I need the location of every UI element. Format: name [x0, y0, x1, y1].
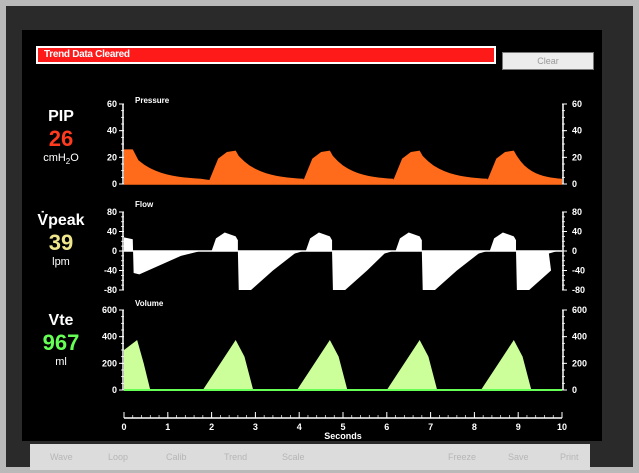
volume-title: Volume — [135, 299, 164, 308]
time-tick-label: 3 — [253, 422, 258, 432]
alarm-banner: Trend Data Cleared — [36, 46, 496, 64]
softkey-calib[interactable]: Calib — [166, 452, 187, 462]
pip-unit-main: cmH — [43, 152, 66, 164]
pressure-waveform — [124, 149, 562, 184]
softkey-bar — [30, 444, 590, 470]
time-tick-label: 8 — [472, 422, 477, 432]
pip-unit: cmH2O — [26, 152, 96, 166]
flow-left-tick-label: 80 — [107, 207, 117, 217]
flow-left-tick-label: -80 — [104, 285, 117, 295]
volume-right-tick-label: 200 — [572, 358, 587, 368]
time-tick-label: 6 — [384, 422, 389, 432]
flow-right-tick-label: 40 — [572, 227, 582, 237]
softkey-freeze[interactable]: Freeze — [448, 452, 477, 462]
volume-left-tick-label: 400 — [102, 332, 117, 342]
vte-unit: ml — [55, 356, 67, 368]
flow-right-tick-label: -80 — [572, 285, 585, 295]
volume-left-tick-label: 600 — [102, 305, 117, 315]
time-tick-label: 9 — [516, 422, 521, 432]
flow-left-tick-label: 40 — [107, 227, 117, 237]
softkey-loop[interactable]: Loop — [108, 452, 129, 462]
softkey-scale[interactable]: Scale — [282, 452, 305, 462]
vpeak-unit: lpm — [52, 256, 70, 268]
vte-readout: Vte 967 ml — [26, 312, 96, 368]
pressure-right-tick-label: 40 — [572, 126, 582, 136]
volume-waveform — [480, 340, 532, 390]
flow-title: Flow — [135, 200, 154, 209]
softkey-trend[interactable]: Trend — [224, 452, 248, 462]
flow-waveform-inhale — [395, 232, 422, 251]
time-tick-label: 0 — [121, 422, 126, 432]
pressure-title: Pressure — [135, 96, 170, 105]
time-tick-label: 2 — [209, 422, 214, 432]
vpeak-label: V̇peak — [37, 212, 85, 229]
pressure-right-tick-label: 20 — [572, 152, 582, 162]
pressure-right-tick-label: 60 — [572, 99, 582, 109]
flow-waveform-exhale — [516, 251, 558, 290]
time-axis-label: Seconds — [324, 431, 362, 441]
pressure-right-tick-label: 0 — [572, 179, 577, 189]
flow-waveform-inhale — [489, 232, 517, 251]
volume-waveform — [297, 340, 348, 390]
time-tick-label: 1 — [165, 422, 170, 432]
flow-right-tick-label: 80 — [572, 207, 582, 217]
volume-right-tick-label: 600 — [572, 305, 587, 315]
flow-waveform-inhale — [211, 232, 238, 251]
pressure-left-tick-label: 40 — [107, 126, 117, 136]
vte-label: Vte — [48, 312, 74, 329]
time-tick-label: 7 — [428, 422, 433, 432]
volume-waveform — [202, 340, 254, 390]
vpeak-value: 39 — [48, 230, 74, 255]
time-tick-label: 4 — [297, 422, 302, 432]
flow-left-tick-label: -40 — [104, 266, 117, 276]
flow-left-tick-label: 0 — [112, 246, 117, 256]
vte-value: 967 — [42, 330, 80, 355]
vpeak-readout: V̇peak 39 lpm — [26, 212, 96, 268]
volume-left-tick-label: 200 — [102, 358, 117, 368]
volume-waveform — [124, 340, 151, 390]
flow-waveform-exhale — [421, 251, 488, 290]
softkey-print[interactable]: Print — [560, 452, 579, 462]
pip-readout: PIP 26 cmH2O — [26, 108, 96, 166]
pressure-left-tick-label: 20 — [107, 152, 117, 162]
flow-right-tick-label: 0 — [572, 246, 577, 256]
pressure-left-tick-label: 60 — [107, 99, 117, 109]
pip-value: 26 — [48, 126, 74, 151]
pip-label: PIP — [48, 108, 74, 125]
flow-waveform-exhale — [332, 251, 394, 290]
volume-left-tick-label: 0 — [112, 385, 117, 395]
softkey-wave[interactable]: Wave — [50, 452, 73, 462]
pip-unit-tail: O — [70, 152, 79, 164]
volume-waveform — [386, 340, 438, 390]
flow-waveform-exhale — [124, 237, 201, 275]
pip-unit-sub: 2 — [65, 157, 71, 167]
volume-right-tick-label: 400 — [572, 332, 587, 342]
time-tick-label: 5 — [340, 422, 345, 432]
flow-waveform-inhale — [305, 232, 333, 251]
softkey-save[interactable]: Save — [508, 452, 529, 462]
flow-waveform-exhale — [237, 251, 304, 290]
clear-button[interactable]: Clear — [502, 52, 594, 70]
alarm-message: Trend Data Cleared — [44, 49, 130, 60]
flow-right-tick-label: -40 — [572, 266, 585, 276]
volume-right-tick-label: 0 — [572, 385, 577, 395]
pressure-left-tick-label: 0 — [112, 179, 117, 189]
time-tick-label: 10 — [557, 422, 567, 432]
